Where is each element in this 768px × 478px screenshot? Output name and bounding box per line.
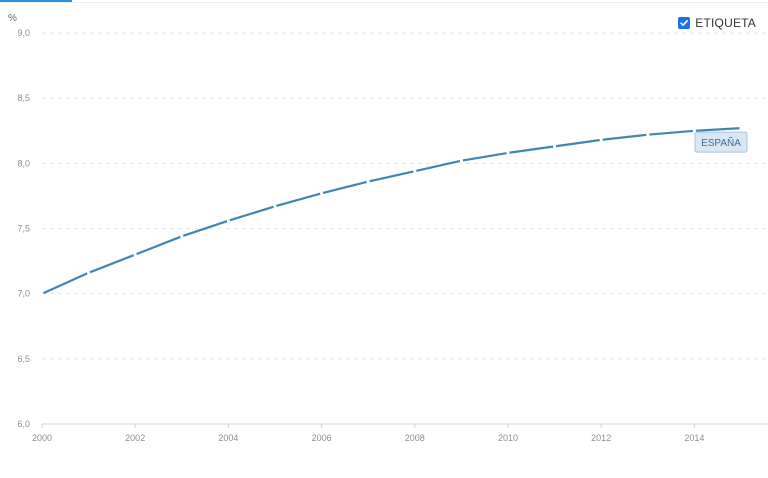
data-point xyxy=(739,126,743,130)
data-point xyxy=(459,159,463,163)
series-label: ESPAÑA xyxy=(694,131,748,153)
data-point xyxy=(366,179,370,184)
y-tick-label: 7,0 xyxy=(17,289,30,299)
y-tick-label: 9,0 xyxy=(17,28,30,38)
data-point xyxy=(413,169,417,173)
data-point xyxy=(506,151,510,155)
data-point xyxy=(646,133,650,137)
y-tick-label: 8,5 xyxy=(17,93,30,103)
data-point xyxy=(133,252,137,257)
label-toggle[interactable]: ETIQUETA xyxy=(678,16,756,30)
data-point xyxy=(553,144,557,148)
data-point xyxy=(692,129,697,133)
data-point xyxy=(320,191,324,195)
x-tick-label: 2008 xyxy=(405,433,425,443)
data-point xyxy=(40,292,44,296)
data-point xyxy=(87,271,91,275)
y-tick-label: 7,5 xyxy=(17,224,30,234)
y-tick-label: 8,0 xyxy=(17,158,30,168)
x-tick-label: 2014 xyxy=(684,433,704,443)
x-tick-label: 2006 xyxy=(312,433,332,443)
data-point xyxy=(226,219,230,223)
series-label-box xyxy=(694,131,748,153)
top-tab-indicator xyxy=(0,0,72,2)
series-line xyxy=(40,127,743,295)
checkbox-checked-icon[interactable] xyxy=(678,17,691,29)
top-divider xyxy=(0,2,768,3)
y-tick-label: 6,0 xyxy=(17,419,30,429)
data-point xyxy=(273,204,277,208)
data-point xyxy=(599,138,603,142)
label-toggle-text: ETIQUETA xyxy=(695,16,756,30)
x-tick-label: 2000 xyxy=(32,433,52,443)
y-axis-unit: % xyxy=(8,13,17,24)
x-tick-label: 2010 xyxy=(498,433,518,443)
y-tick-label: 6,5 xyxy=(17,354,30,364)
x-tick-label: 2002 xyxy=(125,433,145,443)
x-tick-label: 2004 xyxy=(218,433,238,443)
series-label-text: ESPAÑA xyxy=(701,136,741,149)
x-tick-label: 2012 xyxy=(591,433,611,443)
data-point xyxy=(180,234,184,238)
